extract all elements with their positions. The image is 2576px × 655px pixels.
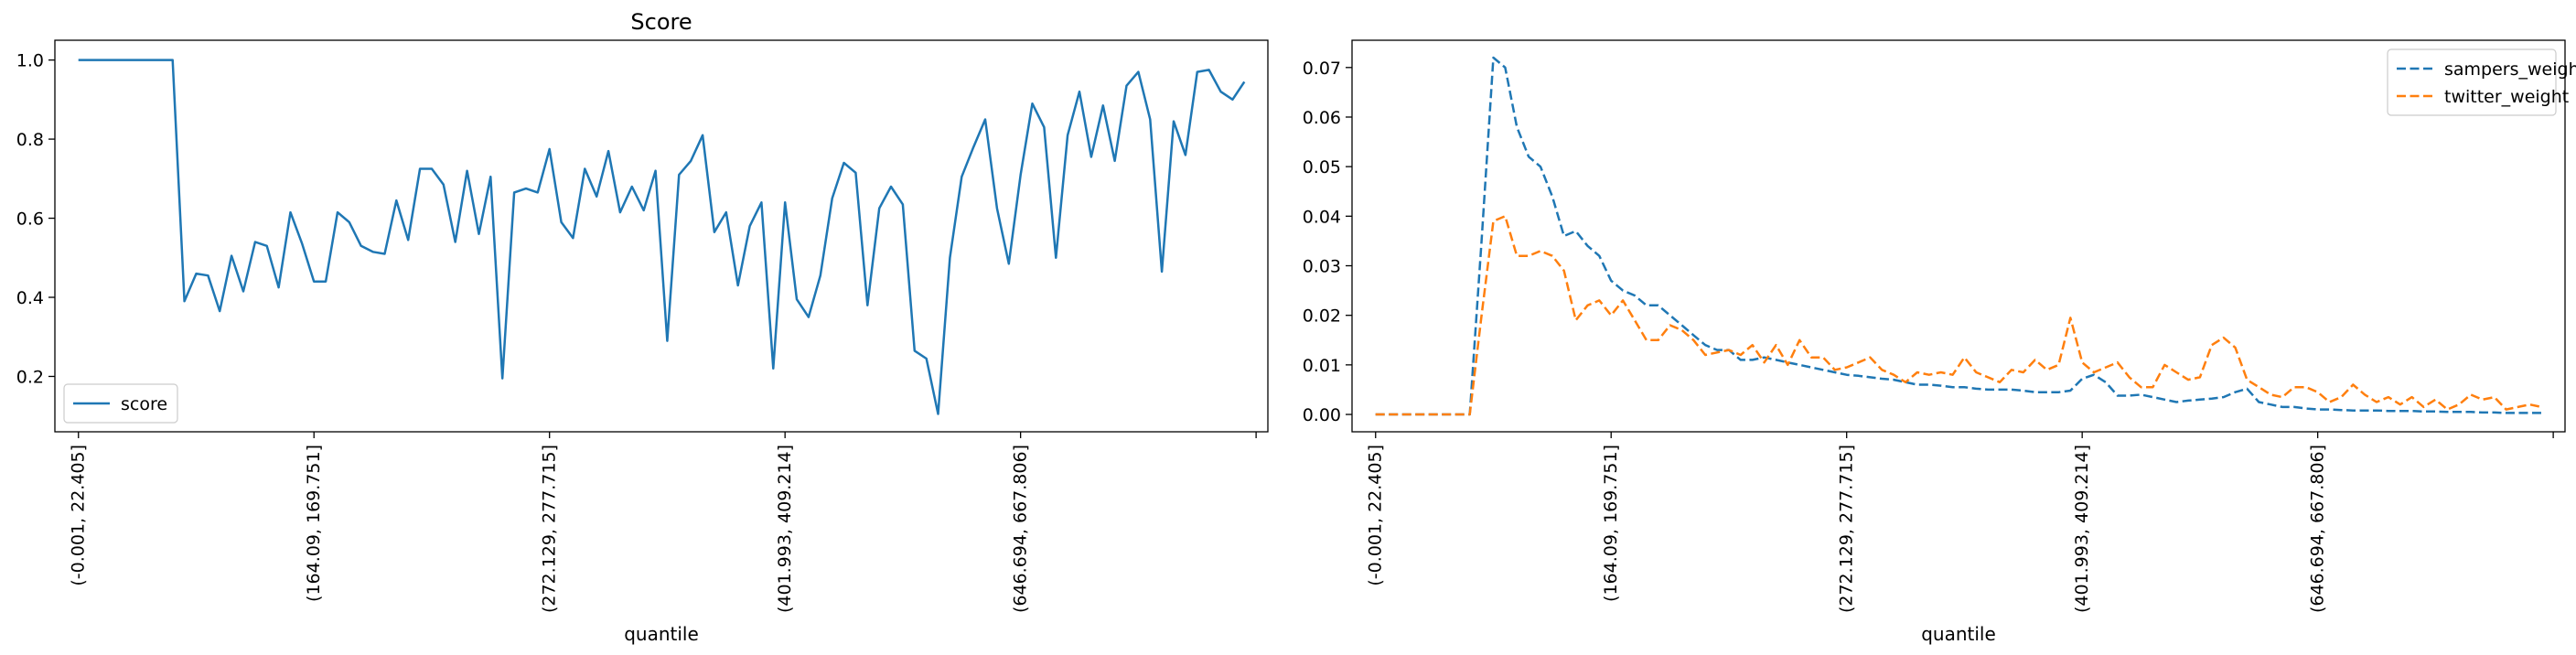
y-tick-label: 0.4 — [16, 288, 44, 308]
x-tick-label: (-0.001, 22.405] — [1366, 445, 1386, 586]
legend-box — [63, 383, 178, 424]
x-axis-label: quantile — [624, 623, 699, 645]
x-tick-label: (401.993, 409.214] — [775, 445, 795, 613]
legend-label: sampers_weight — [2444, 59, 2576, 80]
legend-label: twitter_weight — [2444, 87, 2569, 107]
y-tick-label: 0.00 — [1303, 405, 1341, 425]
legend-box — [2387, 48, 2557, 116]
y-tick-label: 0.03 — [1303, 257, 1341, 277]
plot-frame — [54, 39, 1269, 433]
series-line-twitter-weight — [1375, 215, 2542, 416]
series-line-sampers-weight — [1375, 56, 2542, 416]
chart-panel-2: 0.00 0.01 0.02 0.03 0.04 0.05 0.06 0.07 (-0.001,… — [1303, 39, 2576, 645]
y-tick-label: 0.07 — [1303, 59, 1341, 79]
y-tick-label: 0.01 — [1303, 356, 1341, 376]
legend-label: score — [121, 394, 167, 414]
legend: score — [63, 383, 178, 424]
y-tick-label: 0.6 — [16, 209, 44, 230]
x-tick-label: (272.129, 277.715] — [540, 445, 560, 613]
series-line-score — [78, 59, 1246, 415]
y-tick-label: 0.04 — [1303, 207, 1341, 227]
y-tick-label: 0.02 — [1303, 306, 1341, 327]
x-tick-label: (272.129, 277.715] — [1837, 445, 1857, 613]
x-tick-label: (164.09, 169.751] — [304, 445, 324, 602]
x-tick-label: (164.09, 169.751] — [1601, 445, 1621, 602]
x-tick-label: (401.993, 409.214] — [2072, 445, 2092, 613]
chart-panel-1: Score 0.2 0.4 0.6 0.8 1.0 (-0.001, 22.405] (164… — [16, 9, 1269, 645]
x-axis-label: quantile — [1921, 623, 1996, 645]
x-tick-label: (646.694, 667.806] — [2308, 445, 2328, 613]
y-tick-label: 0.05 — [1303, 157, 1341, 177]
y-tick-label: 0.06 — [1303, 108, 1341, 128]
plot-frame — [1351, 39, 2566, 433]
legend: sampers_weight twitter_weight — [2387, 48, 2576, 116]
y-tick-label: 0.8 — [16, 130, 44, 150]
x-tick-label: (-0.001, 22.405] — [69, 445, 89, 586]
y-tick-label: 1.0 — [16, 51, 44, 71]
x-tick-label: (646.694, 667.806] — [1011, 445, 1031, 613]
chart-title: Score — [630, 9, 692, 35]
y-tick-label: 0.2 — [16, 367, 44, 387]
